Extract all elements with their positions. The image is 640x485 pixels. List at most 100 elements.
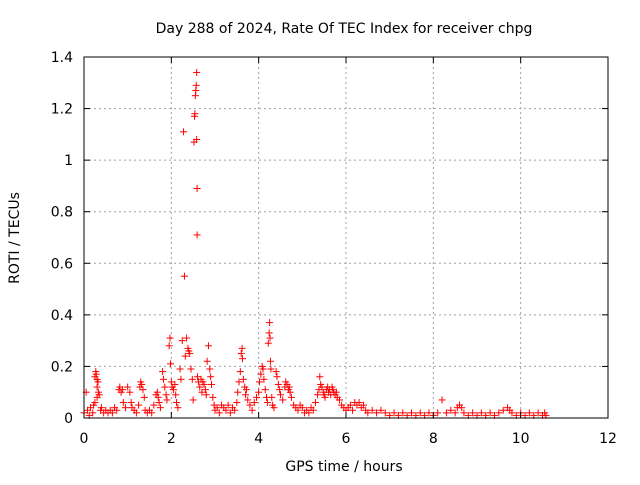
y-tick-label: 0.4 xyxy=(51,308,73,324)
data-point xyxy=(191,110,199,118)
data-point xyxy=(159,368,167,376)
data-point xyxy=(525,409,533,417)
data-point xyxy=(252,393,260,401)
data-point xyxy=(438,396,446,404)
data-point xyxy=(150,401,158,409)
y-tick-label: 0.2 xyxy=(51,359,73,375)
data-point xyxy=(154,393,162,401)
data-point xyxy=(332,388,340,396)
data-point xyxy=(279,396,287,404)
data-point xyxy=(209,393,217,401)
data-point xyxy=(148,409,156,417)
data-point xyxy=(89,409,97,417)
data-point xyxy=(305,409,313,417)
y-tick-labels: 0 0.2 0.4 0.6 0.8 1 1.2 1.4 xyxy=(51,50,73,427)
data-point xyxy=(193,231,201,239)
data-point xyxy=(373,409,381,417)
data-point xyxy=(181,352,189,360)
data-point xyxy=(173,399,181,407)
data-point xyxy=(196,383,204,391)
data-point xyxy=(178,337,186,345)
data-point xyxy=(206,365,214,373)
data-point xyxy=(234,388,242,396)
data-point xyxy=(132,409,140,417)
data-point xyxy=(193,68,201,76)
data-point xyxy=(239,355,247,363)
grid-lines xyxy=(84,57,608,418)
data-point xyxy=(192,81,200,89)
data-point xyxy=(255,388,263,396)
data-point xyxy=(189,396,197,404)
data-point xyxy=(244,396,252,404)
data-point xyxy=(508,409,516,417)
data-point xyxy=(235,378,243,386)
data-point xyxy=(95,391,103,399)
chart-title: Day 288 of 2024, Rate Of TEC Index for r… xyxy=(156,21,533,37)
data-point xyxy=(186,350,194,358)
data-point xyxy=(92,370,100,378)
data-point xyxy=(180,128,188,136)
data-point xyxy=(477,409,485,417)
axis-ticks xyxy=(83,56,609,419)
data-point xyxy=(274,380,282,388)
data-point xyxy=(155,399,163,407)
data-point xyxy=(165,342,173,350)
data-point xyxy=(256,378,264,386)
data-point xyxy=(138,380,146,388)
data-point xyxy=(265,329,273,337)
data-point xyxy=(286,388,294,396)
data-point xyxy=(259,365,267,373)
data-point xyxy=(153,388,161,396)
data-point xyxy=(287,393,295,401)
y-tick-label: 1.4 xyxy=(51,50,73,66)
x-axis-label: GPS time / hours xyxy=(285,459,402,475)
data-point xyxy=(193,136,201,144)
data-point xyxy=(248,406,256,414)
data-point xyxy=(285,383,293,391)
data-point xyxy=(236,368,244,376)
x-tick-label: 0 xyxy=(80,431,89,447)
y-tick-label: 0.8 xyxy=(51,205,73,221)
data-point xyxy=(346,401,354,409)
data-point xyxy=(176,365,184,373)
data-point xyxy=(118,386,126,394)
x-tick-label: 8 xyxy=(429,431,438,447)
data-point xyxy=(156,404,164,412)
data-point xyxy=(270,404,278,412)
data-point xyxy=(177,375,185,383)
data-point xyxy=(213,404,221,412)
y-tick-label: 0.6 xyxy=(51,256,73,272)
data-point xyxy=(311,399,319,407)
data-point xyxy=(314,391,322,399)
x-tick-label: 4 xyxy=(254,431,263,447)
data-point xyxy=(469,409,477,417)
data-point xyxy=(451,409,459,417)
data-point xyxy=(163,396,171,404)
data-point xyxy=(159,375,167,383)
data-point xyxy=(298,404,306,412)
data-point xyxy=(458,404,466,412)
data-point xyxy=(399,409,407,417)
data-point xyxy=(264,339,272,347)
data-point xyxy=(276,386,284,394)
data-point xyxy=(124,383,132,391)
y-tick-label: 1.2 xyxy=(51,102,73,118)
data-point xyxy=(188,375,196,383)
data-point xyxy=(261,386,269,394)
data-point xyxy=(377,406,385,414)
data-point xyxy=(272,368,280,376)
data-point xyxy=(93,383,101,391)
y-tick-label: 1 xyxy=(64,153,73,169)
data-point xyxy=(121,404,129,412)
data-point xyxy=(273,373,281,381)
data-point xyxy=(215,409,223,417)
data-point xyxy=(231,406,239,414)
data-point xyxy=(162,391,170,399)
data-point xyxy=(321,393,329,401)
data-point xyxy=(97,404,105,412)
data-point xyxy=(349,406,357,414)
data-point xyxy=(250,399,258,407)
data-point xyxy=(226,409,234,417)
